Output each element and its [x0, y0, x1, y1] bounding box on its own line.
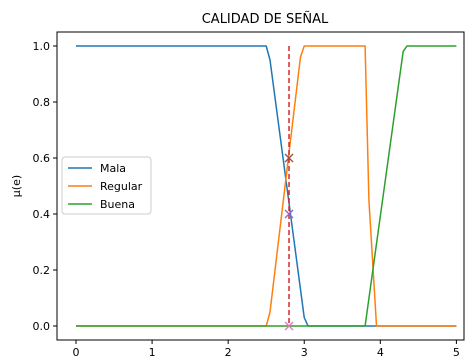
- marker-stroke: [284, 321, 294, 331]
- marker-stroke: [284, 153, 294, 163]
- legend-label-regular: Regular: [100, 180, 143, 193]
- y-tick-label: 0.6: [33, 152, 51, 165]
- y-tick-label: 0.4: [33, 208, 51, 221]
- legend: Mala Regular Buena: [61, 156, 152, 215]
- legend-label-mala: Mala: [100, 162, 126, 175]
- y-tick-label: 1.0: [33, 40, 51, 53]
- axes-frame: [56, 31, 465, 341]
- marker-x: [284, 153, 294, 163]
- x-tick-label: 0: [73, 346, 80, 359]
- x-tick-label: 1: [149, 346, 156, 359]
- y-tick-label: 0.2: [33, 264, 51, 277]
- x-tick-label: 4: [377, 346, 384, 359]
- legend-label-buena: Buena: [100, 198, 135, 211]
- plot-area: 0 1 2 3 4 5 0.0 0.2 0.4 0.6 0.8 1.0: [33, 31, 465, 359]
- y-tick-label: 0.0: [33, 320, 51, 333]
- x-tick-label: 3: [301, 346, 308, 359]
- marker-stroke: [284, 209, 294, 219]
- series-line-buena: [76, 45, 457, 327]
- marker-x: [284, 209, 294, 219]
- x-tick-label: 2: [225, 346, 232, 359]
- x-tick-label: 5: [453, 346, 460, 359]
- marker-x: [284, 321, 294, 331]
- y-tick-label: 0.8: [33, 96, 51, 109]
- legend-box: [61, 156, 152, 215]
- y-axis-label: μ(e): [10, 175, 23, 197]
- series-line-regular: [76, 45, 457, 327]
- chart-title: CALIDAD DE SEÑAL: [202, 11, 329, 27]
